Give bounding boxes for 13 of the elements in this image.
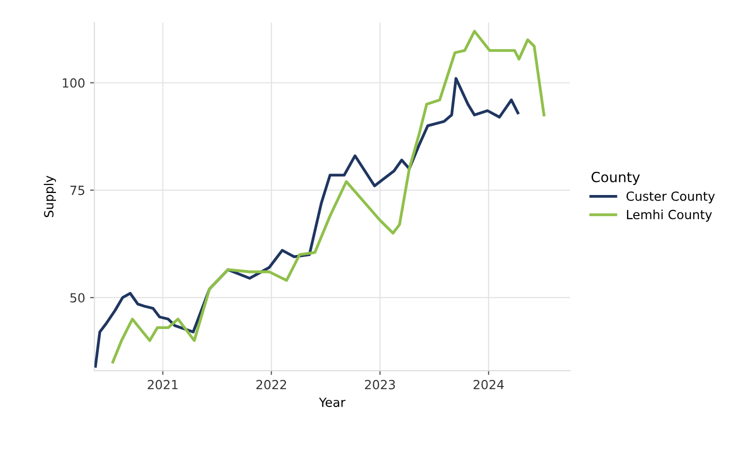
- line-series: [111, 30, 546, 364]
- y-axis-title: Supply: [44, 176, 56, 218]
- x-tick-label: 2023: [364, 380, 395, 390]
- legend-label: Custer County: [626, 191, 715, 204]
- y-tick-label: 50: [70, 293, 85, 303]
- x-tick-label: 2024: [474, 380, 504, 390]
- x-tick-label: 2022: [256, 380, 286, 390]
- y-tick-label: 75: [70, 186, 84, 196]
- legend-label: Lemhi County: [627, 210, 712, 222]
- y-tick-label: 100: [62, 78, 85, 88]
- x-axis-title: Year: [318, 398, 346, 407]
- legend-title: County: [592, 172, 640, 185]
- x-tick-label: 2021: [148, 380, 178, 390]
